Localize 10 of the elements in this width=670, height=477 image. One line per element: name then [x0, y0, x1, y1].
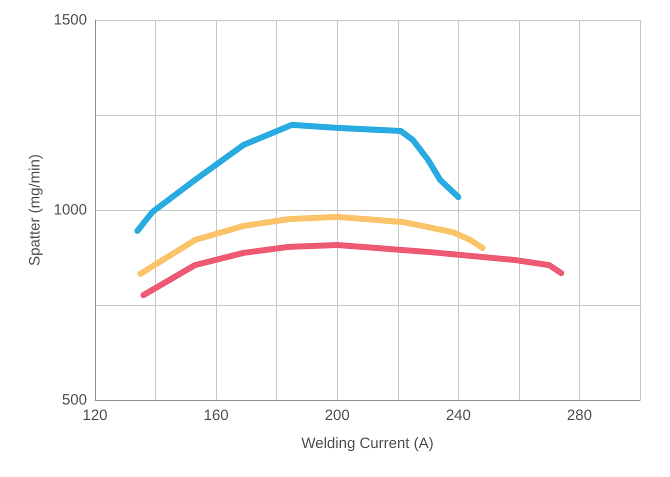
y-axis-title: Spatter (mg/min) — [26, 154, 44, 266]
y-tick-label: 1500 — [54, 12, 87, 28]
x-tick-label: 160 — [204, 407, 229, 424]
x-tick-label: 240 — [446, 407, 471, 424]
x-axis-title: Welding Current (A) — [301, 435, 434, 452]
y-tick-label: 500 — [62, 392, 87, 408]
y-tick-label: 1000 — [54, 202, 87, 218]
x-tick-label: 280 — [566, 407, 592, 424]
x-tick-label: 120 — [82, 407, 108, 424]
x-tick-label: 200 — [324, 407, 350, 424]
